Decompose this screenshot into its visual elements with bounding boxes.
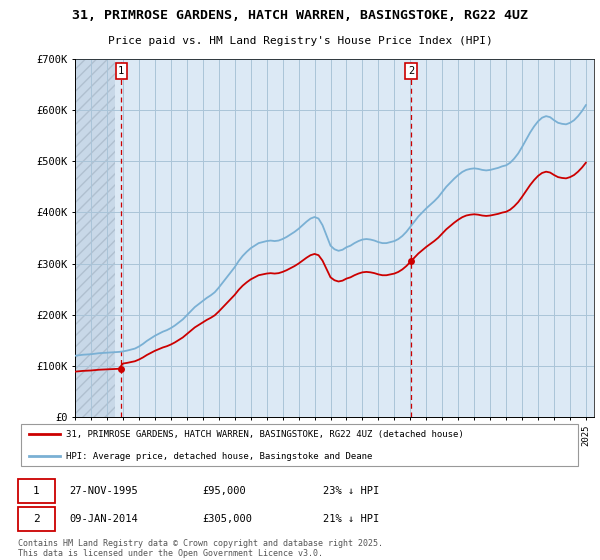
FancyBboxPatch shape (18, 479, 55, 503)
Text: HPI: Average price, detached house, Basingstoke and Deane: HPI: Average price, detached house, Basi… (66, 451, 373, 461)
Text: 2: 2 (33, 514, 40, 524)
Text: Contains HM Land Registry data © Crown copyright and database right 2025.
This d: Contains HM Land Registry data © Crown c… (18, 539, 383, 558)
Text: 27-NOV-1995: 27-NOV-1995 (70, 486, 139, 496)
Text: 31, PRIMROSE GARDENS, HATCH WARREN, BASINGSTOKE, RG22 4UZ (detached house): 31, PRIMROSE GARDENS, HATCH WARREN, BASI… (66, 430, 464, 438)
Text: 1: 1 (118, 66, 124, 76)
FancyBboxPatch shape (21, 423, 578, 466)
Text: £95,000: £95,000 (202, 486, 246, 496)
Text: 2: 2 (408, 66, 414, 76)
Text: £305,000: £305,000 (202, 514, 252, 524)
Text: Price paid vs. HM Land Registry's House Price Index (HPI): Price paid vs. HM Land Registry's House … (107, 36, 493, 46)
Text: 21% ↓ HPI: 21% ↓ HPI (323, 514, 379, 524)
Text: 31, PRIMROSE GARDENS, HATCH WARREN, BASINGSTOKE, RG22 4UZ: 31, PRIMROSE GARDENS, HATCH WARREN, BASI… (72, 9, 528, 22)
Text: 23% ↓ HPI: 23% ↓ HPI (323, 486, 379, 496)
FancyBboxPatch shape (18, 507, 55, 531)
Text: 1: 1 (33, 486, 40, 496)
Text: 09-JAN-2014: 09-JAN-2014 (70, 514, 139, 524)
